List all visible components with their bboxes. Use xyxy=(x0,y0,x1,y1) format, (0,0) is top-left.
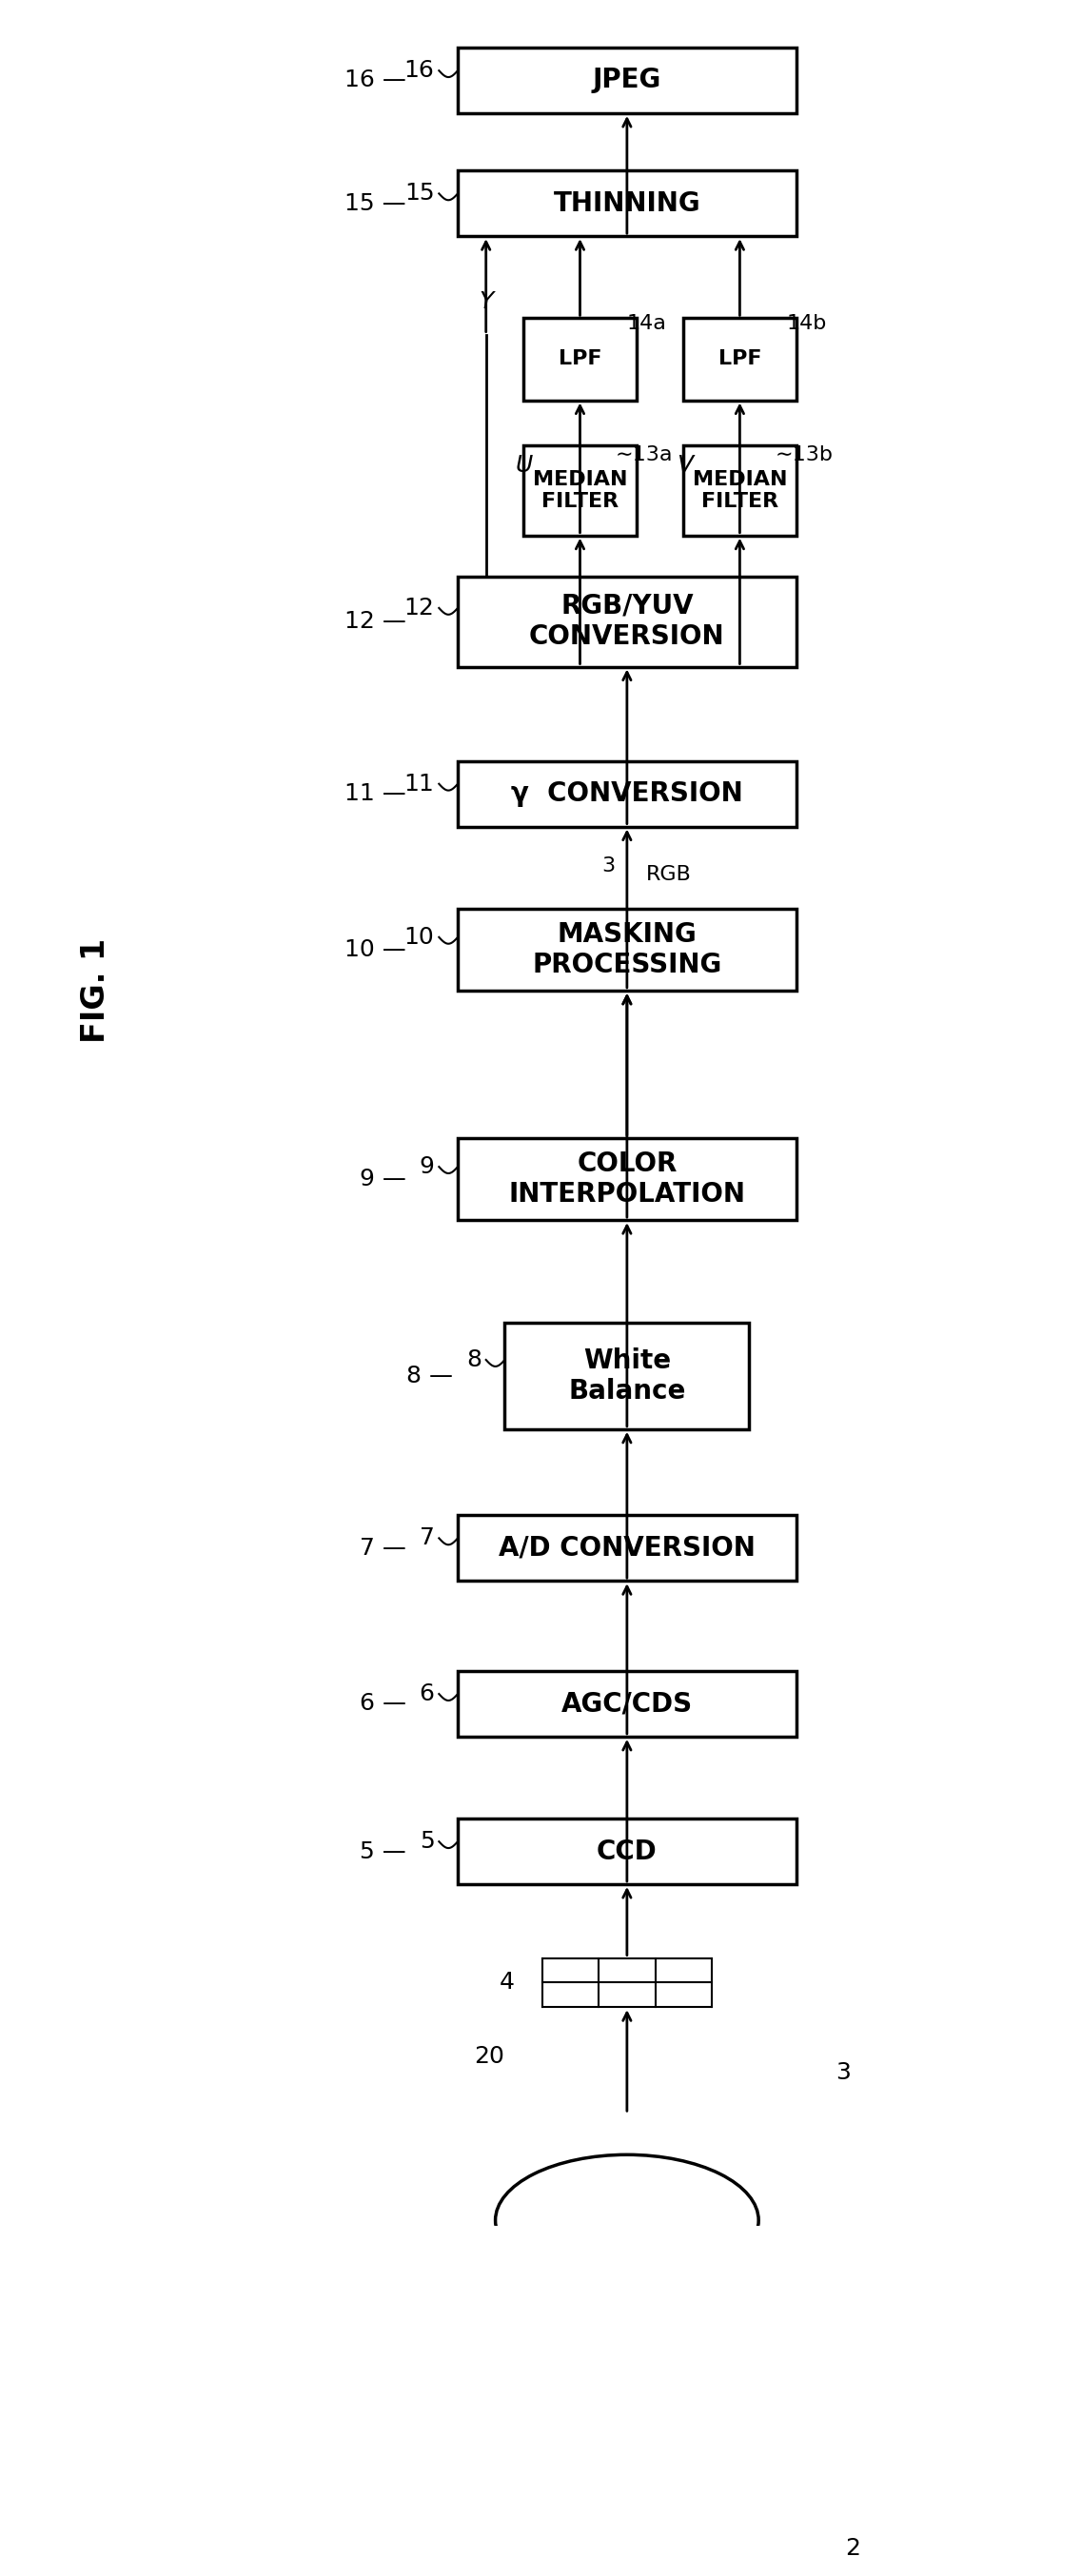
Ellipse shape xyxy=(495,2154,759,2285)
Text: 12: 12 xyxy=(404,598,435,618)
Text: 6: 6 xyxy=(419,1682,435,1705)
Text: JPEG: JPEG xyxy=(592,67,662,93)
Text: 9 —: 9 — xyxy=(360,1167,406,1190)
Text: 16 —: 16 — xyxy=(345,70,406,93)
Text: 8: 8 xyxy=(466,1347,481,1370)
Text: 9: 9 xyxy=(419,1154,435,1177)
Text: U: U xyxy=(516,453,533,477)
Bar xyxy=(523,446,637,536)
Text: MEDIAN
FILTER: MEDIAN FILTER xyxy=(533,469,627,510)
Ellipse shape xyxy=(477,2303,777,2465)
Text: White
Balance: White Balance xyxy=(569,1347,685,1404)
Text: 8 —: 8 — xyxy=(406,1365,453,1388)
Text: 10 —: 10 — xyxy=(345,938,406,961)
Text: 6 —: 6 — xyxy=(360,1692,406,1716)
Text: 5: 5 xyxy=(419,1829,435,1852)
Text: RGB: RGB xyxy=(645,866,692,884)
Text: 15: 15 xyxy=(404,183,435,206)
Text: ∼13a: ∼13a xyxy=(616,446,673,464)
Text: 16: 16 xyxy=(404,59,435,82)
Text: Y: Y xyxy=(479,291,493,314)
Bar xyxy=(457,1515,797,1582)
Text: AGC/CDS: AGC/CDS xyxy=(561,1690,693,1718)
Text: 11: 11 xyxy=(404,773,435,796)
Text: 20: 20 xyxy=(475,2045,505,2069)
Bar xyxy=(457,1819,797,1883)
Text: MASKING
PROCESSING: MASKING PROCESSING xyxy=(532,920,722,979)
Text: ∼13b: ∼13b xyxy=(775,446,833,464)
Text: 5 —: 5 — xyxy=(360,1839,406,1862)
Text: γ  CONVERSION: γ CONVERSION xyxy=(511,781,743,806)
Text: 7 —: 7 — xyxy=(360,1535,406,1558)
Bar xyxy=(505,1321,749,1430)
Ellipse shape xyxy=(439,2476,815,2576)
Text: CCD: CCD xyxy=(597,1839,657,1865)
Bar xyxy=(457,170,797,237)
Text: V: V xyxy=(677,453,693,477)
Text: 12 —: 12 — xyxy=(345,611,406,634)
Bar xyxy=(683,446,797,536)
Text: 7: 7 xyxy=(419,1528,435,1551)
Text: 2: 2 xyxy=(845,2537,860,2561)
Text: 10: 10 xyxy=(404,925,435,948)
Text: 4: 4 xyxy=(499,1971,515,1994)
Text: RGB/YUV
CONVERSION: RGB/YUV CONVERSION xyxy=(529,592,724,649)
Text: COLOR
INTERPOLATION: COLOR INTERPOLATION xyxy=(508,1151,746,1208)
Text: 15 —: 15 — xyxy=(345,193,406,214)
Text: 14b: 14b xyxy=(787,314,827,332)
Bar xyxy=(523,319,637,399)
Text: A/D CONVERSION: A/D CONVERSION xyxy=(498,1535,756,1561)
Bar xyxy=(457,46,797,113)
Text: 14a: 14a xyxy=(627,314,667,332)
Bar xyxy=(457,1672,797,1736)
Bar xyxy=(457,577,797,667)
Text: 3: 3 xyxy=(836,2061,851,2084)
Bar xyxy=(457,909,797,992)
Text: LPF: LPF xyxy=(718,350,761,368)
Bar xyxy=(683,319,797,399)
Text: MEDIAN
FILTER: MEDIAN FILTER xyxy=(693,469,787,510)
Text: 3: 3 xyxy=(601,858,615,876)
Bar xyxy=(457,760,797,827)
Text: LPF: LPF xyxy=(558,350,602,368)
Bar xyxy=(457,1139,797,1221)
Text: 11 —: 11 — xyxy=(345,783,406,806)
Text: FIG. 1: FIG. 1 xyxy=(80,938,111,1043)
Text: THINNING: THINNING xyxy=(553,191,700,216)
